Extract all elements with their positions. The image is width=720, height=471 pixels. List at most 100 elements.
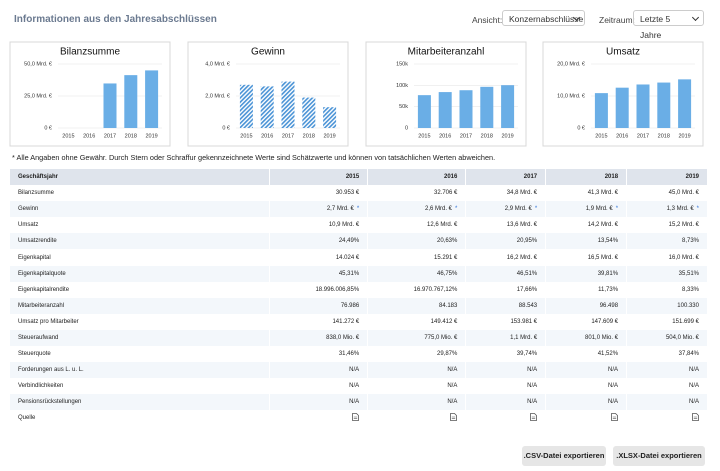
value-cell: 29,87% bbox=[367, 346, 467, 363]
table-row: Eigenkapital 14.024 €15.291 €16,2 Mrd. €1… bbox=[10, 249, 708, 266]
y-tick-label: 50k bbox=[399, 104, 408, 110]
x-tick-label: 2016 bbox=[261, 133, 273, 139]
value-cell: 149.412 € bbox=[367, 313, 467, 330]
row-label: Umsatz bbox=[10, 217, 270, 234]
source-cell bbox=[626, 410, 708, 427]
value-cell: 34,8 Mrd. € bbox=[465, 185, 547, 202]
bar bbox=[501, 85, 515, 128]
x-tick-label: 2018 bbox=[481, 133, 493, 139]
value-cell: 39,81% bbox=[545, 265, 628, 282]
bar bbox=[678, 79, 692, 128]
bar bbox=[281, 81, 295, 128]
table-row: Bilanzsumme 30.953 €32.706 €34,8 Mrd. €41… bbox=[10, 185, 708, 202]
value-cell: 775,0 Mio. € bbox=[367, 329, 467, 347]
cell-text: 2,7 Mrd. € bbox=[326, 206, 354, 213]
header-cell: Geschäftsjahr bbox=[10, 169, 270, 186]
xlsx-button[interactable]: .XLSX-Datei exportieren bbox=[613, 446, 705, 466]
value-cell: 32.706 € bbox=[367, 185, 467, 202]
x-tick-label: 2015 bbox=[240, 133, 252, 139]
value-cell: N/A bbox=[465, 362, 547, 379]
y-tick-label: 0 € bbox=[44, 125, 52, 131]
row-label: Verbindlichkeiten bbox=[10, 378, 270, 395]
source-icon[interactable] bbox=[692, 413, 699, 422]
row-label: Umsatz pro Mitarbeiter bbox=[10, 313, 270, 330]
source-icon[interactable] bbox=[611, 413, 618, 422]
source-icon[interactable] bbox=[530, 413, 538, 422]
x-tick-label: 2017 bbox=[104, 133, 116, 139]
value-cell: 1,9 Mrd. € * bbox=[545, 201, 628, 218]
y-tick-label: 150k bbox=[396, 61, 408, 67]
bar bbox=[480, 86, 494, 128]
value-cell: N/A bbox=[367, 394, 467, 411]
csv-button[interactable]: .CSV-Datei exportieren bbox=[522, 446, 606, 466]
value-cell: 39,74% bbox=[465, 346, 547, 363]
cell-text: 1,3 Mrd. € bbox=[666, 206, 694, 213]
value-cell: N/A bbox=[367, 362, 467, 379]
value-cell: 141.272 € bbox=[269, 313, 369, 330]
table-row: Umsatzrendite 24,49% 20,63% 20,95% 13,54% 8,7… bbox=[10, 233, 708, 250]
header-cell: 2015 bbox=[269, 169, 369, 186]
value-cell: 13,54% bbox=[545, 233, 628, 250]
value-cell: 2,7 Mrd. € * bbox=[269, 201, 369, 218]
value-cell: 13,6 Mrd. € bbox=[465, 217, 547, 234]
chart-title: Mitarbeiteranzahl bbox=[408, 47, 485, 58]
value-cell: N/A bbox=[545, 394, 628, 411]
header-cell: 2016 bbox=[367, 169, 467, 186]
value-cell: 46,75% bbox=[367, 265, 467, 282]
value-cell: 18.996.006,85% bbox=[269, 281, 369, 298]
value-cell: 16,0 Mrd. € bbox=[626, 249, 708, 266]
value-cell: 35,51% bbox=[626, 265, 708, 282]
value-cell: N/A bbox=[626, 378, 708, 395]
source-icon[interactable] bbox=[352, 413, 360, 422]
chart-card bbox=[9, 41, 171, 147]
value-cell: 10,9 Mrd. € bbox=[269, 217, 369, 234]
chart-title: Umsatz bbox=[606, 47, 640, 58]
estimate-mark: * bbox=[455, 206, 458, 213]
table-row: Gewinn 2,7 Mrd. € * 2,6 Mrd. € * 2,9 Mrd. € * 1… bbox=[10, 201, 708, 218]
value-cell: 31,46% bbox=[269, 346, 369, 363]
value-cell: 801,0 Mio. € bbox=[545, 329, 628, 347]
x-tick-label: 2015 bbox=[595, 133, 607, 139]
bar bbox=[302, 97, 316, 128]
bar bbox=[417, 95, 431, 128]
row-label: Eigenkapitalrendite bbox=[10, 281, 270, 298]
value-cell: N/A bbox=[269, 362, 369, 379]
value-cell: N/A bbox=[626, 394, 708, 411]
value-cell: 2,6 Mrd. € * bbox=[367, 201, 467, 218]
y-tick-label: 2,0 Mrd. € bbox=[205, 93, 230, 99]
value-cell: 153.981 € bbox=[465, 313, 547, 330]
bar bbox=[124, 75, 138, 128]
value-cell: 147.609 € bbox=[545, 313, 628, 330]
period-select[interactable]: Letzte 5 Jahre bbox=[633, 10, 704, 40]
bar bbox=[615, 87, 629, 128]
charts: Bilanzsumme 0 € 25,0 Mrd. € 50,0 Mrd. € 2015… bbox=[9, 41, 704, 147]
value-cell: 24,49% bbox=[269, 233, 369, 250]
bar bbox=[103, 83, 117, 128]
bar bbox=[657, 82, 671, 128]
source-cell bbox=[269, 410, 369, 427]
y-tick-label: 10,0 Mrd. € bbox=[557, 93, 585, 99]
value-cell: 100.330 bbox=[626, 297, 708, 314]
x-tick-label: 2019 bbox=[145, 133, 157, 139]
header-cell: 2018 bbox=[545, 169, 628, 186]
value-cell: N/A bbox=[465, 394, 547, 411]
y-tick-label: 100k bbox=[396, 83, 408, 89]
table-row: Umsatz 10,9 Mrd. €12,6 Mrd. €13,6 Mrd. €1… bbox=[10, 217, 708, 234]
value-cell: 46,51% bbox=[465, 265, 547, 282]
row-label: Quelle bbox=[10, 410, 270, 427]
period-label: Zeitraum: bbox=[599, 15, 635, 25]
x-tick-label: 2017 bbox=[460, 133, 472, 139]
header-cell: 2017 bbox=[465, 169, 547, 186]
value-cell: 16,2 Mrd. € bbox=[465, 249, 547, 266]
source-icon[interactable] bbox=[450, 413, 458, 422]
table-row: Umsatz pro Mitarbeiter 141.272 €149.412 €… bbox=[10, 313, 708, 330]
view-select[interactable]: Konzernabschlüsse bbox=[502, 10, 585, 26]
estimate-mark: * bbox=[696, 206, 699, 213]
value-cell: N/A bbox=[545, 378, 628, 395]
disclaimer: * Alle Angaben ohne Gewähr. Durch Stern … bbox=[12, 153, 496, 162]
value-cell: N/A bbox=[269, 394, 369, 411]
source-cell bbox=[545, 410, 628, 427]
estimate-mark: * bbox=[356, 206, 360, 213]
table-row: Mitarbeiteranzahl 76.986 84.183 88.543 96.49… bbox=[10, 297, 708, 314]
